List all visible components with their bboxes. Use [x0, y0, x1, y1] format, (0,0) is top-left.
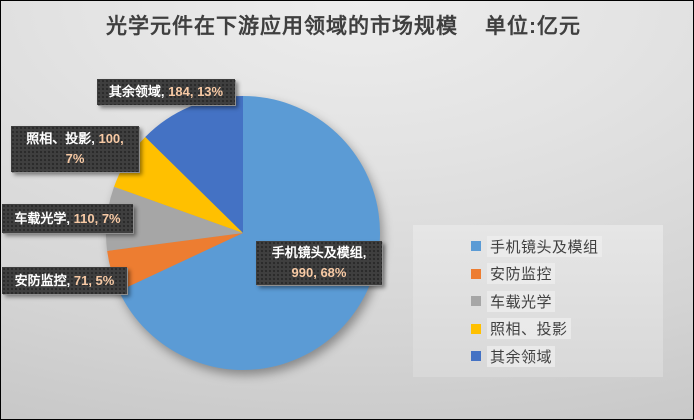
pie-slice-phone-lens-module[interactable]: [118, 96, 381, 371]
data-label-line: 安防监控, 71, 5%: [14, 272, 115, 288]
legend-swatch-icon: [471, 296, 481, 306]
chart-legend: 手机镜头及模组 安防监控 车载光学 照相、投影 其余领域: [413, 225, 663, 377]
pie-slice-other-areas[interactable]: [145, 96, 243, 233]
legend-label: 照相、投影: [487, 318, 571, 339]
legend-swatch-icon: [471, 241, 481, 251]
data-label-other-areas: 其余领域, 184, 13%: [97, 79, 235, 105]
data-label-security-monitoring: 安防监控, 71, 5%: [2, 267, 127, 294]
data-label-vehicle-optics: 车载光学, 110, 7%: [2, 204, 133, 233]
pie-slice-vehicle-optics[interactable]: [106, 186, 244, 251]
legend-label: 手机镜头及模组: [487, 235, 602, 257]
legend-item-security-monitoring[interactable]: 安防监控: [471, 263, 663, 284]
legend-item-phone-lens-module[interactable]: 手机镜头及模组: [471, 235, 663, 257]
data-label-line: 车载光学, 110, 7%: [14, 210, 121, 226]
data-label-line: 990, 68%: [291, 265, 347, 280]
legend-swatch-icon: [471, 323, 481, 334]
chart-title: 光学元件在下游应用领域的市场规模: [106, 15, 458, 38]
legend-label: 安防监控: [487, 263, 556, 284]
data-label-line: 手机镜头及模组,: [271, 245, 367, 260]
data-label-phone-lens-module: 手机镜头及模组, 990, 68%: [256, 241, 382, 285]
legend-swatch-icon: [471, 351, 481, 361]
legend-item-other-areas[interactable]: 其余领域: [471, 345, 663, 367]
legend-label: 车载光学: [487, 290, 556, 312]
legend-label: 其余领域: [487, 345, 556, 367]
legend-item-photo-projection[interactable]: 照相、投影: [471, 318, 663, 339]
legend-item-vehicle-optics[interactable]: 车载光学: [471, 290, 663, 312]
data-label-line: 照相、投影, 100,: [26, 131, 124, 146]
pie-slice-photo-projection[interactable]: [114, 137, 243, 233]
chart-title-bar: 光学元件在下游应用领域的市场规模 单位:亿元: [106, 10, 581, 40]
chart-unit-label: 单位:亿元: [485, 15, 581, 38]
pie-slice-security-monitoring[interactable]: [107, 233, 243, 292]
data-label-line: 7%: [65, 151, 85, 166]
data-label-photo-projection: 照相、投影, 100, 7%: [11, 126, 139, 172]
legend-swatch-icon: [471, 268, 481, 279]
data-label-line: 其余领域, 184, 13%: [108, 84, 224, 99]
